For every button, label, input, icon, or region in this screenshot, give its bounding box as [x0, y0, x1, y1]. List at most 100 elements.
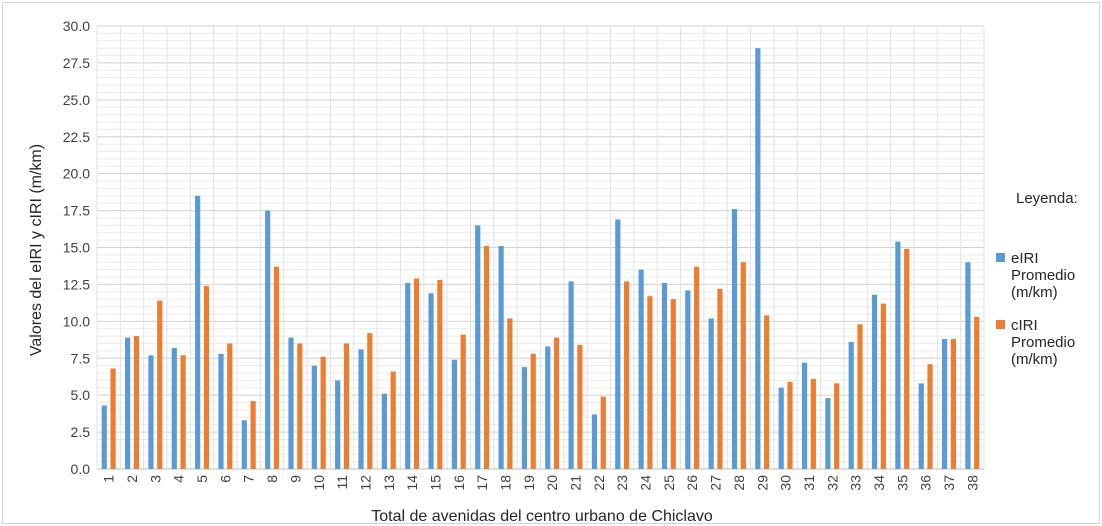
bar-ciri-4	[180, 355, 186, 469]
x-tick-label: 30	[778, 475, 794, 491]
bar-ciri-36	[927, 364, 933, 469]
x-tick-label: 3	[147, 475, 163, 483]
bar-ciri-17	[483, 246, 490, 469]
y-tick-label: 20.0	[63, 166, 90, 182]
x-tick-label: 34	[871, 475, 887, 491]
bar-eiri-18	[498, 246, 504, 469]
bar-eiri-29	[755, 48, 761, 470]
x-tick-label: 5	[194, 475, 210, 483]
bar-ciri-28	[740, 262, 746, 469]
bar-eiri-37	[941, 339, 948, 469]
bar-eiri-13	[381, 393, 387, 469]
bar-eiri-21	[568, 281, 574, 469]
x-tick-label: 16	[451, 475, 467, 491]
bar-eiri-11	[335, 380, 341, 469]
y-tick-label: 12.5	[63, 276, 90, 292]
bar-eiri-4	[171, 347, 177, 469]
legend-swatch-ciri	[996, 320, 1005, 329]
x-tick-label: 21	[568, 475, 584, 491]
bar-eiri-25	[661, 282, 668, 469]
bar-ciri-38	[974, 316, 980, 469]
bar-eiri-33	[848, 342, 854, 469]
x-axis-title: Total de avenidas del centro urbano de C…	[371, 508, 713, 525]
bar-ciri-31	[810, 378, 816, 469]
y-tick-label: 25.0	[63, 92, 90, 108]
x-tick-label: 9	[287, 475, 303, 483]
x-tick-label: 33	[848, 475, 864, 491]
x-tick-label: 32	[824, 475, 840, 491]
bar-ciri-8	[273, 266, 280, 469]
bar-eiri-31	[801, 362, 808, 469]
x-tick-label: 26	[684, 475, 700, 491]
x-tick-label: 35	[894, 475, 910, 491]
bar-eiri-20	[545, 346, 551, 469]
x-tick-label: 2	[124, 475, 140, 483]
bar-ciri-9	[297, 343, 303, 469]
x-tick-label: 1	[101, 475, 117, 483]
x-tick-label: 31	[801, 475, 817, 491]
x-tick-label: 10	[311, 475, 327, 491]
legend-label-ciri: Promedio	[1011, 334, 1075, 351]
bar-eiri-9	[288, 337, 294, 469]
bar-eiri-38	[965, 262, 971, 469]
bar-eiri-7	[241, 420, 247, 469]
y-tick-label: 10.0	[63, 313, 90, 329]
bar-eiri-28	[731, 209, 738, 469]
bar-eiri-3	[148, 355, 154, 469]
bar-ciri-6	[227, 343, 233, 469]
y-axis-title: Valores del eIRI y cIRI (m/km)	[28, 144, 45, 356]
x-tick-label: 38	[964, 475, 980, 491]
bar-ciri-32	[834, 383, 840, 469]
bar-eiri-12	[358, 349, 364, 469]
y-tick-label: 22.5	[63, 129, 90, 145]
bar-eiri-35	[895, 241, 901, 469]
y-tick-label: 27.5	[63, 55, 90, 71]
bar-eiri-36	[918, 383, 924, 469]
x-tick-label: 18	[497, 475, 513, 491]
x-tick-label: 4	[171, 475, 187, 483]
x-tick-label: 27	[708, 475, 724, 491]
bar-ciri-7	[250, 401, 256, 469]
x-tick-label: 8	[264, 475, 280, 483]
bar-ciri-5	[203, 285, 210, 469]
y-tick-label: 17.5	[63, 203, 90, 219]
bar-ciri-14	[413, 278, 420, 469]
bar-eiri-14	[405, 282, 411, 469]
legend-label-ciri: cIRI	[1011, 317, 1038, 334]
bar-eiri-32	[825, 398, 831, 469]
x-tick-label: 36	[918, 475, 934, 491]
x-tick-label: 15	[427, 475, 443, 491]
chart-legend: Leyenda: eIRIPromedio(m/km)cIRIPromedio(…	[996, 190, 1078, 368]
bar-eiri-17	[475, 225, 481, 469]
bar-eiri-6	[218, 353, 224, 469]
bar-ciri-13	[390, 371, 396, 469]
x-tick-label: 20	[544, 475, 560, 491]
legend-label-ciri: (m/km)	[1011, 351, 1058, 368]
x-tick-label: 6	[217, 475, 233, 483]
bar-eiri-27	[708, 318, 714, 469]
bar-ciri-29	[764, 315, 770, 469]
legend-swatch-eiri	[996, 253, 1005, 262]
x-tick-label: 24	[638, 475, 654, 491]
x-tick-label: 17	[474, 475, 490, 491]
bar-eiri-10	[311, 365, 317, 469]
x-tick-label: 11	[334, 475, 350, 490]
legend-label-eiri: (m/km)	[1011, 284, 1058, 301]
bar-ciri-27	[717, 288, 723, 469]
bar-ciri-11	[343, 343, 350, 469]
bar-ciri-21	[577, 344, 583, 469]
bar-ciri-10	[320, 356, 326, 469]
y-tick-label: 7.5	[71, 350, 91, 366]
x-tick-label: 23	[614, 475, 630, 491]
y-tick-label: 5.0	[71, 387, 91, 403]
x-tick-label: 28	[731, 475, 747, 491]
bar-ciri-19	[530, 353, 536, 469]
bar-eiri-24	[638, 269, 644, 469]
bar-ciri-35	[904, 248, 910, 469]
x-tick-label: 37	[941, 475, 957, 491]
x-axis-ticks: 1 2 3 4 5 6 7 8 9 10 11 12 13 14 15 16 17 18 19 20 21 22 23 24 2…	[101, 475, 981, 491]
bar-eiri-34	[871, 294, 878, 469]
bar-ciri-16	[460, 334, 466, 469]
x-tick-label: 13	[381, 475, 397, 491]
legend-label-eiri: Promedio	[1011, 267, 1075, 284]
